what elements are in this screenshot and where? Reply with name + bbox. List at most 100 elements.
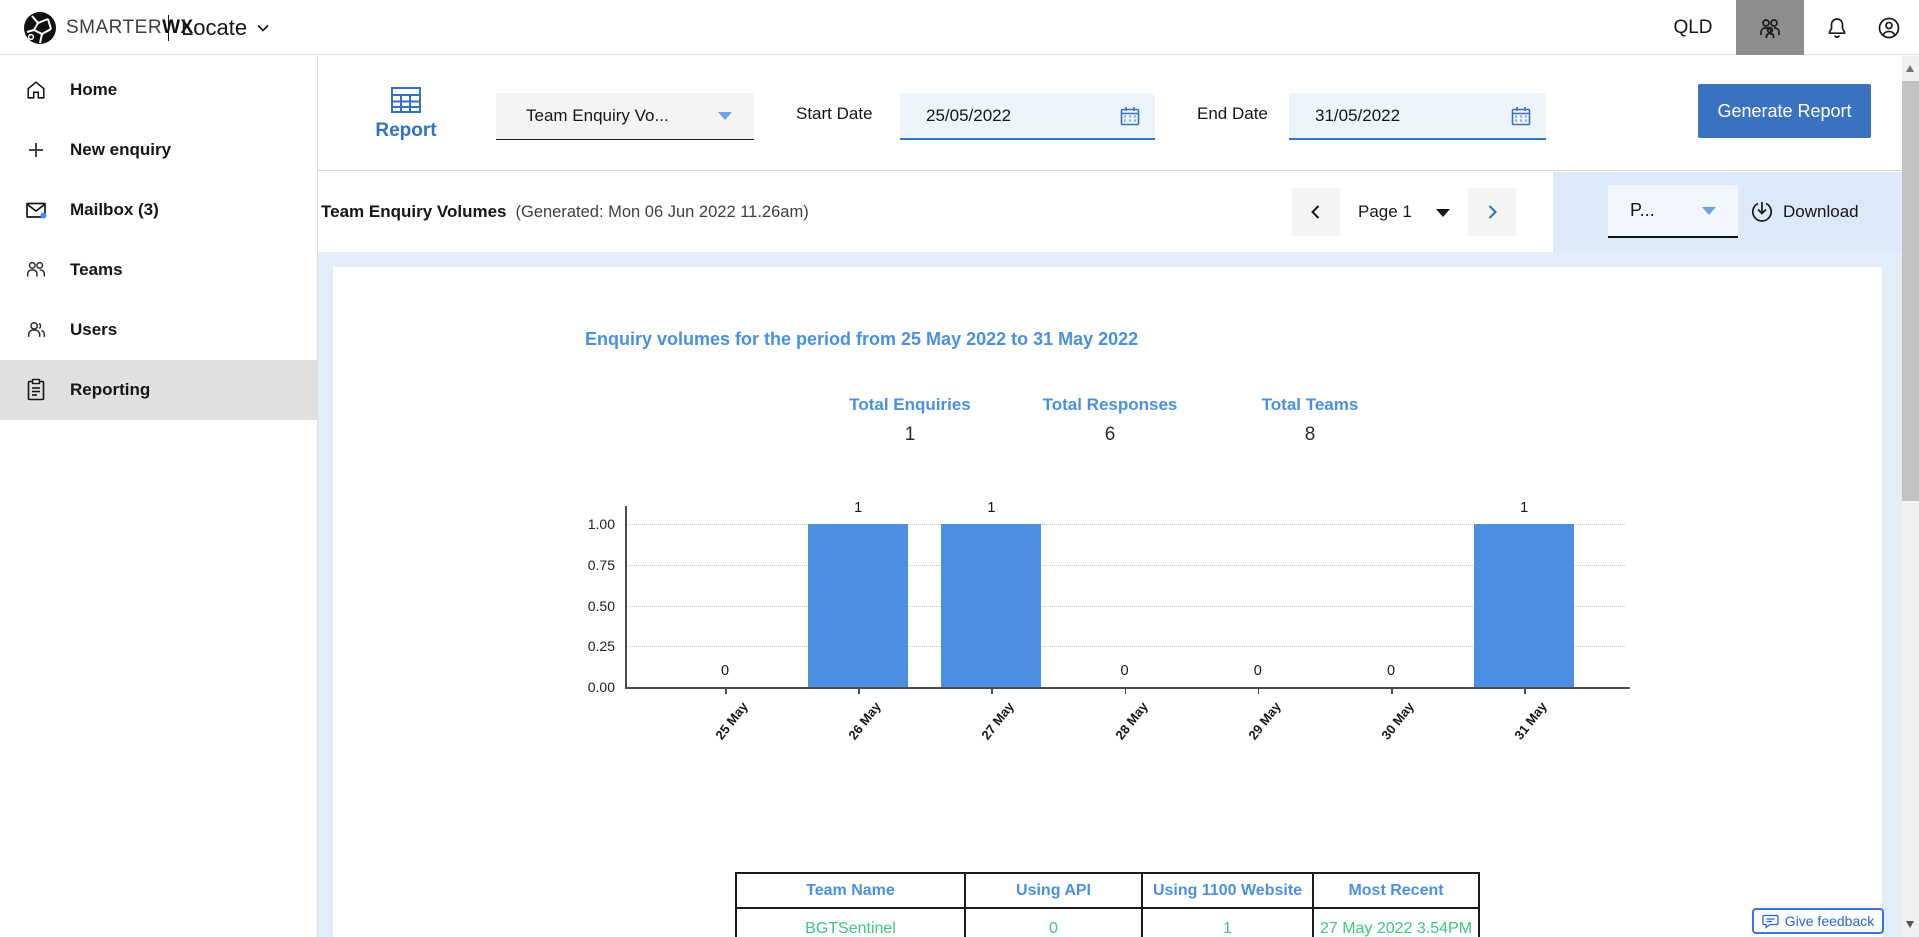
calendar-icon[interactable] [1119, 105, 1141, 127]
start-date-value: 25/05/2022 [926, 105, 1012, 125]
chart-gridline [625, 524, 1625, 525]
total-teams-label: Total Teams [1261, 395, 1359, 414]
reporting-icon [24, 378, 48, 402]
download-label: Download [1783, 202, 1859, 221]
report-toolbar: Report Team Enquiry Vo... Start Date 25/… [318, 56, 1919, 171]
sidebar-item-reporting[interactable]: Reporting [0, 360, 317, 420]
sidebar-item-mailbox[interactable]: Mailbox (3) [0, 180, 317, 240]
home-icon [24, 78, 48, 102]
sidebar-label-mailbox: Mailbox (3) [70, 200, 159, 219]
report-grid-icon [391, 87, 421, 113]
end-date-input[interactable]: 31/05/2022 [1289, 93, 1546, 140]
brand-name: SMARTER WX [66, 0, 194, 55]
header-teams-button[interactable] [1736, 0, 1804, 55]
export-format-caret-icon [1702, 206, 1716, 215]
report-tab[interactable]: Report [366, 86, 446, 142]
chart-bar-31-may [1474, 524, 1575, 687]
page-indicator[interactable]: Page 1 [1358, 202, 1412, 221]
bar-value-label: 1 [1520, 500, 1529, 516]
column-header-using-1100-website: Using 1100 Website [1141, 872, 1314, 909]
column-header-team-name: Team Name [735, 872, 966, 909]
sidebar-item-teams[interactable]: Teams [0, 240, 317, 300]
table-row: BGTSentinel 0 1 27 May 2022 3.54PM [735, 907, 1480, 937]
user-avatar-icon [1878, 17, 1900, 38]
cell-most-recent: 27 May 2022 3.54PM [1312, 907, 1480, 937]
sidebar-item-home[interactable]: Home [0, 60, 317, 120]
start-date-label: Start Date [796, 103, 873, 123]
total-enquiries-block: Total Enquiries 1 [810, 395, 1010, 446]
total-responses-label: Total Responses [1042, 395, 1178, 414]
report-content-area: Enquiry volumes for the period from 25 M… [318, 252, 1919, 937]
x-axis-tick-label: 28 May [1111, 699, 1151, 743]
bar-value-label: 0 [1253, 663, 1262, 679]
x-axis-tick-mark [1124, 688, 1127, 694]
bar-value-label: 0 [1386, 663, 1396, 679]
bar-value-label: 0 [720, 663, 730, 679]
download-button[interactable]: Download [1750, 172, 1859, 252]
cell-using-1100-website: 1 [1141, 907, 1314, 937]
generate-report-button[interactable]: Generate Report [1698, 84, 1871, 138]
bell-icon [1828, 17, 1846, 38]
total-teams-block: Total Teams 8 [1210, 395, 1410, 446]
page-caret-icon[interactable] [1436, 209, 1450, 217]
y-axis-tick-label: 0.75 [587, 556, 615, 573]
total-responses-value: 6 [1104, 424, 1116, 445]
bar-value-label: 1 [854, 500, 863, 516]
y-axis-line [625, 506, 627, 687]
end-date-label: End Date [1197, 103, 1268, 123]
x-axis-tick-label: 30 May [1378, 699, 1417, 743]
report-header-strip: Team Enquiry Volumes (Generated: Mon 06 … [318, 172, 1919, 252]
x-axis-tick-label: 31 May [1511, 699, 1551, 743]
report-generated-timestamp: (Generated: Mon 06 Jun 2022 11.26am) [515, 202, 809, 221]
chart-gridline [625, 646, 1625, 648]
export-format-value: P... [1630, 200, 1655, 220]
sidebar-label-users: Users [70, 320, 118, 339]
total-enquiries-label: Total Enquiries [849, 395, 971, 414]
chart-gridline [625, 605, 1625, 607]
teams-group-icon [24, 258, 48, 282]
product-chevron-down-icon[interactable] [255, 20, 271, 36]
scrollbar-thumb[interactable] [1902, 81, 1919, 501]
x-axis-tick-label: 27 May [978, 699, 1018, 743]
chart-bar-27-may [941, 524, 1042, 687]
table-header-row: Team Name Using API Using 1100 Website M… [735, 872, 1480, 909]
feedback-speech-bubble-icon [1762, 914, 1779, 929]
report-type-value: Team Enquiry Vo... [526, 106, 669, 125]
export-format-select[interactable]: P... [1608, 185, 1738, 238]
column-header-using-api: Using API [964, 872, 1143, 909]
account-button[interactable] [1864, 0, 1914, 55]
notifications-button[interactable] [1812, 0, 1862, 55]
x-axis-tick-mark [991, 688, 993, 694]
chevron-right-icon [1488, 205, 1497, 219]
vertical-scrollbar[interactable] [1902, 56, 1919, 937]
users-icon [24, 318, 48, 342]
smarterwx-logo-icon [24, 12, 56, 44]
scrollbar-up-arrow-icon[interactable] [1906, 65, 1914, 72]
report-type-select[interactable]: Team Enquiry Vo... [496, 93, 754, 140]
next-page-button[interactable] [1468, 188, 1516, 236]
sidebar-item-new-enquiry[interactable]: New enquiry [0, 120, 317, 180]
sidebar-label-teams: Teams [70, 260, 123, 279]
y-axis-tick-label: 0.50 [587, 597, 615, 614]
total-enquiries-value: 1 [904, 424, 916, 445]
x-axis-tick-mark [1524, 688, 1526, 694]
end-date-value: 31/05/2022 [1315, 105, 1401, 125]
calendar-icon[interactable] [1510, 105, 1532, 127]
teams-icon [1760, 18, 1780, 38]
report-tab-label: Report [375, 120, 437, 141]
y-axis-tick-label: 0.00 [587, 679, 615, 695]
top-bar: SMARTER WX Locate QLD [0, 0, 1919, 55]
x-axis-tick-label: 29 May [1245, 699, 1284, 743]
scrollbar-down-arrow-icon[interactable] [1906, 921, 1914, 928]
report-table: Team Name Using API Using 1100 Website M… [735, 872, 1480, 937]
x-axis-tick-mark [858, 688, 860, 694]
start-date-input[interactable]: 25/05/2022 [900, 93, 1155, 140]
x-axis-tick-label: 26 May [845, 699, 885, 743]
region-selector[interactable]: QLD [1673, 16, 1713, 38]
bar-value-label: 1 [987, 500, 996, 516]
give-feedback-button[interactable]: Give feedback [1752, 908, 1884, 934]
sidebar-item-users[interactable]: Users [0, 300, 317, 360]
previous-page-button[interactable] [1292, 188, 1340, 236]
product-name: Locate [181, 14, 248, 40]
